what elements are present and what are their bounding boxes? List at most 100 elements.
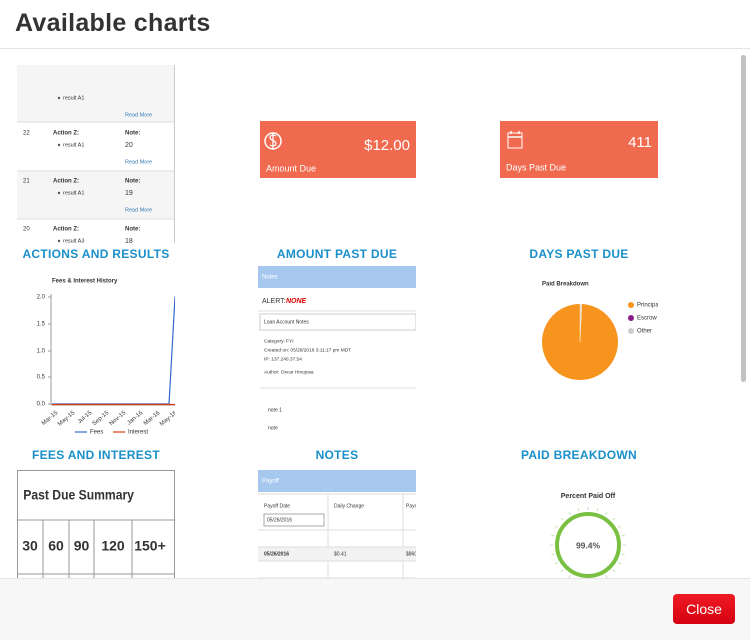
chart-label[interactable]: ACTIONS AND RESULTS bbox=[22, 247, 170, 261]
legend-dot bbox=[628, 328, 634, 334]
preview-text: $0.41 bbox=[334, 551, 347, 557]
divider bbox=[612, 517, 616, 521]
preview-text: 99.4% bbox=[576, 540, 601, 550]
divider bbox=[560, 517, 564, 521]
chart-thumbnail[interactable]: $12.00 Amount Due bbox=[258, 65, 416, 243]
panel bbox=[258, 547, 416, 561]
preview-text: $860.4 bbox=[406, 551, 416, 557]
preview-text: Interest bbox=[128, 430, 148, 436]
preview-text: Note: bbox=[125, 131, 140, 137]
preview-text: 150+ bbox=[134, 538, 166, 554]
divider bbox=[568, 511, 571, 515]
chart-thumbnail[interactable]: Percent Paid Off 99.4% bbox=[500, 470, 658, 578]
preview-text: Author: Oscar Hinojosa bbox=[264, 369, 314, 375]
preview-text: NONE bbox=[286, 298, 307, 305]
preview-text: Loan Account Notes bbox=[264, 319, 309, 325]
chart-thumbnail[interactable]: result A1 Read More 22 Action Z: result A1 No… bbox=[17, 65, 175, 243]
scrollbar[interactable] bbox=[741, 55, 746, 382]
divider bbox=[554, 525, 558, 528]
divider bbox=[560, 569, 564, 573]
panel bbox=[507, 132, 523, 149]
preview-text: Mar-16 bbox=[143, 410, 162, 427]
preview-text: 1.5 bbox=[37, 322, 46, 328]
preview-text: result A1 bbox=[63, 142, 84, 148]
preview-text: Sep-15 bbox=[92, 410, 111, 427]
chart-card[interactable]: Fees & Interest History 2.0 1.5 1.0 0.5 0.0 Ma… bbox=[17, 266, 175, 444]
preview-text: Note: bbox=[125, 179, 140, 185]
bullet bbox=[57, 191, 61, 195]
legend-dot bbox=[628, 302, 634, 308]
preview-text: 05/26/2016 bbox=[267, 517, 292, 523]
preview-text: 20 bbox=[125, 142, 133, 149]
chart-card[interactable]: result A1 Read More 22 Action Z: result A1 No… bbox=[17, 65, 175, 243]
divider bbox=[612, 569, 616, 573]
divider bbox=[551, 534, 555, 537]
preview-text: result A3 bbox=[63, 238, 84, 243]
preview-text: 22 bbox=[23, 131, 30, 137]
preview-text: 2.0 bbox=[37, 295, 46, 301]
chart-thumbnail[interactable]: Payoff Payoff Date Daily Change Payoff 05/26… bbox=[258, 470, 416, 578]
chart-thumbnail[interactable]: Fees & Interest History 2.0 1.5 1.0 0.5 0.0 Ma… bbox=[17, 266, 175, 444]
preview-text: note bbox=[268, 425, 278, 431]
preview-text: 1.0 bbox=[37, 349, 46, 355]
chart-thumbnail[interactable]: Past Due Summary 30 60 90 120 150+ bbox=[17, 470, 175, 578]
chart-label[interactable]: AMOUNT PAST DUE bbox=[276, 247, 398, 261]
chart-card[interactable]: $12.00 Amount Due bbox=[258, 65, 416, 243]
chart-card[interactable]: Notes ALERT: NONE Loan Account Notes Categor… bbox=[258, 266, 416, 444]
preview-text: 411 bbox=[628, 134, 652, 151]
preview-text: 21 bbox=[23, 179, 30, 185]
divider bbox=[554, 562, 558, 565]
preview-text: Jan-16 bbox=[126, 410, 144, 427]
preview-text: 30 bbox=[22, 538, 38, 554]
modal-title: Available charts bbox=[15, 9, 211, 37]
chart-card[interactable]: Paid Breakdown Principal Escrow Other 99.2% bbox=[500, 266, 658, 444]
preview-text: 99.2% bbox=[583, 391, 601, 397]
preview-text: Read More bbox=[125, 159, 152, 165]
panel bbox=[259, 313, 416, 331]
chart-label[interactable]: PAID BREAKDOWN bbox=[521, 448, 637, 462]
chart-thumbnail[interactable]: Notes ALERT: NONE Loan Account Notes Categor… bbox=[258, 266, 416, 444]
chart-card[interactable]: Payoff Payoff Date Daily Change Payoff 05/26… bbox=[258, 470, 416, 578]
preview-text: 19 bbox=[125, 190, 133, 197]
preview-text: Created on: 05/26/2016 3:11:17 pm MDT bbox=[264, 347, 351, 353]
preview-text: result A1 bbox=[63, 190, 84, 196]
chart-label[interactable]: NOTES bbox=[315, 448, 359, 462]
preview-text: Notes bbox=[262, 275, 278, 281]
divider bbox=[621, 553, 625, 556]
divider bbox=[596, 508, 599, 512]
preview-text: Note: bbox=[125, 227, 140, 233]
preview-text: 90 bbox=[74, 538, 90, 554]
preview-text: Action Z: bbox=[53, 179, 79, 185]
progress-ring bbox=[555, 512, 621, 578]
preview-text: Fees & Interest History bbox=[52, 279, 118, 285]
preview-text: note 1 bbox=[268, 407, 282, 413]
preview-text: result A1 bbox=[63, 95, 84, 101]
divider bbox=[618, 525, 622, 528]
chart-card[interactable]: Percent Paid Off 99.4% bbox=[500, 470, 658, 578]
divider bbox=[621, 534, 625, 537]
chart-card[interactable]: Past Due Summary 30 60 90 120 150+ bbox=[17, 470, 175, 578]
preview-text: Percent Paid Off bbox=[561, 493, 616, 500]
preview-text: 18 bbox=[125, 238, 133, 243]
chart-thumbnail[interactable]: Paid Breakdown Principal Escrow Other 99.2% bbox=[500, 266, 658, 444]
modal-header: Available charts bbox=[0, 0, 750, 49]
chart-gallery: result A1 Read More 22 Action Z: result A1 No… bbox=[0, 49, 740, 578]
preview-text: 20 bbox=[23, 227, 30, 233]
chart-thumbnail[interactable]: 411 Days Past Due bbox=[500, 65, 658, 243]
chart-label[interactable]: DAYS PAST DUE bbox=[529, 247, 629, 261]
panel bbox=[258, 266, 416, 288]
divider bbox=[551, 553, 555, 556]
chart-label[interactable]: FEES AND INTEREST bbox=[31, 448, 160, 462]
preview-text: Past Due Summary bbox=[23, 487, 134, 503]
chart-card[interactable]: 411 Days Past Due bbox=[500, 65, 658, 243]
close-button[interactable]: Close bbox=[673, 594, 735, 624]
preview-text: Action Z: bbox=[53, 227, 79, 233]
preview-text: Daily Change bbox=[334, 503, 364, 509]
preview-text: May-15 bbox=[57, 410, 77, 428]
preview-text: Mar-15 bbox=[41, 410, 60, 427]
panel bbox=[17, 171, 175, 219]
preview-text: Fees bbox=[90, 430, 103, 436]
preview-text: ALERT: bbox=[262, 298, 286, 305]
preview-text: Escrow bbox=[637, 316, 657, 322]
